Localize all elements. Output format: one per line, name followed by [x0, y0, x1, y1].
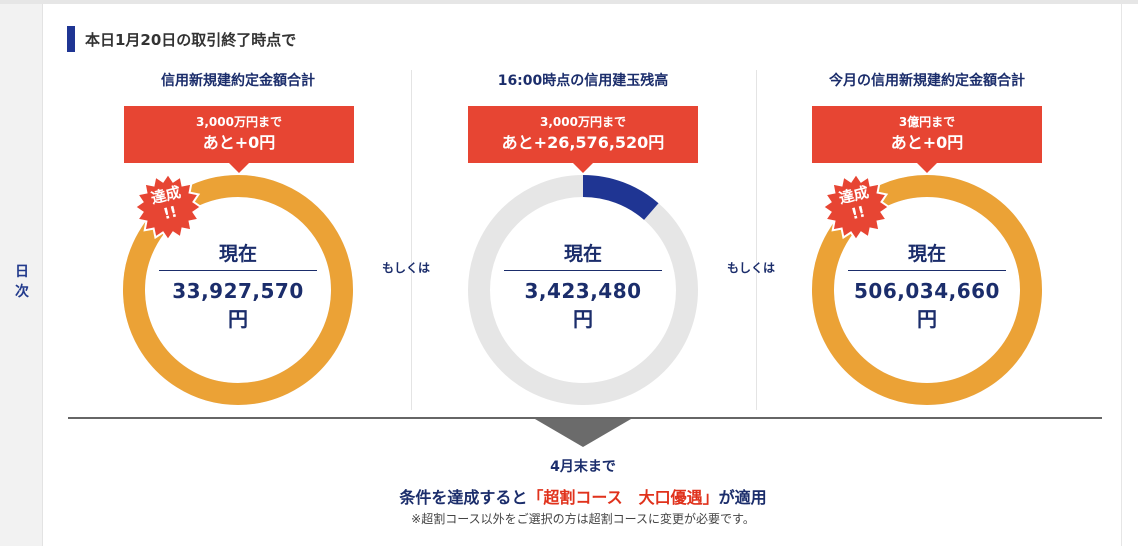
- column-title-monthly-total: 今月の信用新規建約定金額合計: [829, 73, 1025, 89]
- section-divider: [68, 417, 1102, 419]
- callout-target: 3億円まで: [898, 115, 956, 129]
- callout-pointer: [229, 163, 249, 173]
- section-title: 本日1月20日の取引終了時点で: [85, 31, 297, 49]
- starburst-icon: [821, 172, 891, 242]
- achieved-badge: 達成 !!: [133, 172, 203, 242]
- starburst-shape: [133, 172, 203, 242]
- column-title-open-interest: 16:00時点の信用建玉残高: [497, 73, 669, 89]
- currency-unit: 円: [228, 307, 248, 331]
- current-value: 506,034,660: [854, 279, 1000, 303]
- column-divider: [756, 70, 757, 410]
- currency-unit: 円: [917, 307, 937, 331]
- callout-target: 3,000万円まで: [540, 115, 626, 129]
- current-label: 現在: [907, 243, 946, 265]
- remaining-callout: 3,000万円まで あと+0円: [124, 106, 354, 173]
- current-value: 3,423,480: [524, 279, 642, 303]
- starburst-icon: [133, 172, 203, 242]
- callout-remaining: あと+0円: [202, 133, 276, 152]
- row-label-daily: 日次: [15, 264, 29, 300]
- row-header: 日次: [0, 4, 43, 546]
- center-rule: [159, 270, 317, 271]
- top-border: [0, 0, 1138, 4]
- benefit-text-a: 条件を達成すると: [399, 488, 528, 507]
- current-label: 現在: [563, 243, 602, 265]
- current-label: 現在: [218, 243, 257, 265]
- remaining-callout: 3,000万円まで あと+26,576,520円: [468, 106, 698, 173]
- ring-progress-arc: [582, 175, 659, 221]
- right-border: [1121, 4, 1122, 546]
- callout-remaining: あと+26,576,520円: [501, 133, 665, 152]
- currency-unit: 円: [573, 307, 593, 331]
- remaining-callout: 3億円まで あと+0円: [812, 106, 1042, 173]
- current-value: 33,927,570: [172, 279, 304, 303]
- center-rule: [504, 270, 662, 271]
- starburst-shape: [821, 172, 891, 242]
- callout-pointer: [917, 163, 937, 173]
- benefit-line: 条件を達成すると「超割コース 大口優遇」が適用: [0, 484, 1138, 508]
- achieved-badge: 達成 !!: [821, 172, 891, 242]
- deadline-text: 4月末まで: [550, 459, 616, 475]
- header-accent-bar: [67, 26, 75, 52]
- ring-center: 現在 3,423,480 円: [503, 241, 663, 333]
- benefit-highlight: 「超割コース 大口優遇」: [527, 488, 719, 507]
- column-title-new-positions: 信用新規建約定金額合計: [161, 73, 315, 89]
- callout-pointer: [573, 163, 593, 173]
- progress-ring-graphic: [468, 175, 698, 405]
- or-connector: もしくは: [382, 261, 431, 275]
- progress-ring: 現在 3,423,480 円: [466, 173, 700, 407]
- benefit-text-b: が適用: [718, 488, 767, 507]
- callout-remaining: あと+0円: [890, 133, 964, 152]
- callout-target: 3,000万円まで: [196, 115, 282, 129]
- ring-center: 現在 506,034,660 円: [847, 241, 1007, 333]
- center-rule: [848, 270, 1006, 271]
- footnote: ※超割コース以外をご選択の方は超割コースに変更が必要です。: [411, 512, 755, 526]
- ring-center: 現在 33,927,570 円: [158, 241, 318, 333]
- or-connector: もしくは: [727, 261, 776, 275]
- column-divider: [411, 70, 412, 410]
- down-arrow-icon: [535, 419, 631, 447]
